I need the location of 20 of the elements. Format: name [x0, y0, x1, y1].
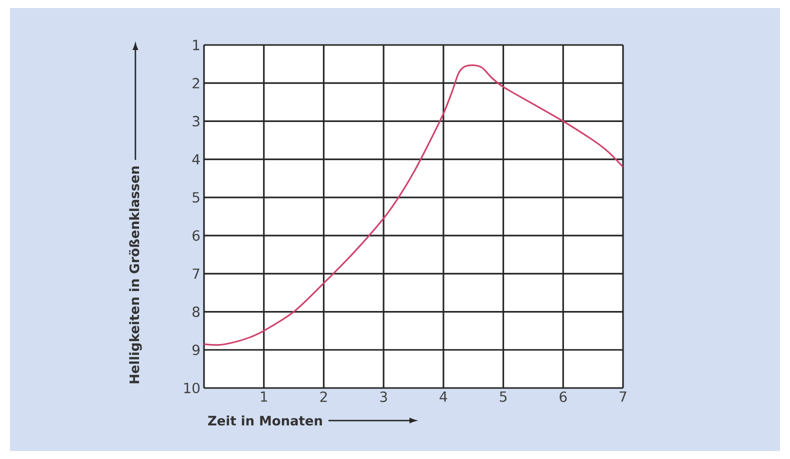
y-tick-label: 1	[193, 40, 200, 50]
y-tick-label: 6	[192, 230, 200, 241]
y-axis-title: Helligkeiten in Größenklassen	[129, 166, 142, 384]
y-tick-label: 10	[184, 382, 200, 394]
y-tick-label: 3	[192, 116, 200, 126]
x-axis-title: Zeit in Monaten	[208, 416, 322, 426]
line-series	[204, 64, 624, 346]
x-tick-label: 5	[500, 392, 507, 402]
x-tick-label: 1	[260, 392, 268, 402]
y-tick-label: 4	[192, 154, 200, 164]
x-tick-label: 3	[380, 392, 387, 402]
y-tick-label: 2	[192, 78, 200, 88]
y-tick-label: 5	[192, 192, 200, 203]
y-tick-label: 7	[192, 268, 200, 279]
x-tick-label: 7	[620, 392, 626, 402]
y-tick-label: 8	[192, 306, 200, 318]
x-tick-label: 4	[440, 392, 448, 402]
y-tick-label: 9	[192, 344, 200, 356]
x-tick-label: 2	[320, 392, 327, 402]
x-tick-label: 6	[560, 392, 567, 402]
